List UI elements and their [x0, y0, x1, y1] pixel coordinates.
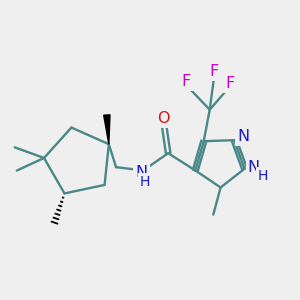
Text: N: N: [248, 160, 260, 175]
Text: F: F: [182, 74, 191, 89]
Text: O: O: [157, 111, 170, 126]
Text: H: H: [140, 175, 150, 189]
Polygon shape: [104, 115, 110, 144]
Text: F: F: [225, 76, 234, 91]
Text: N: N: [136, 165, 148, 180]
Text: H: H: [258, 169, 268, 183]
Text: F: F: [209, 64, 218, 79]
Text: N: N: [237, 129, 249, 144]
